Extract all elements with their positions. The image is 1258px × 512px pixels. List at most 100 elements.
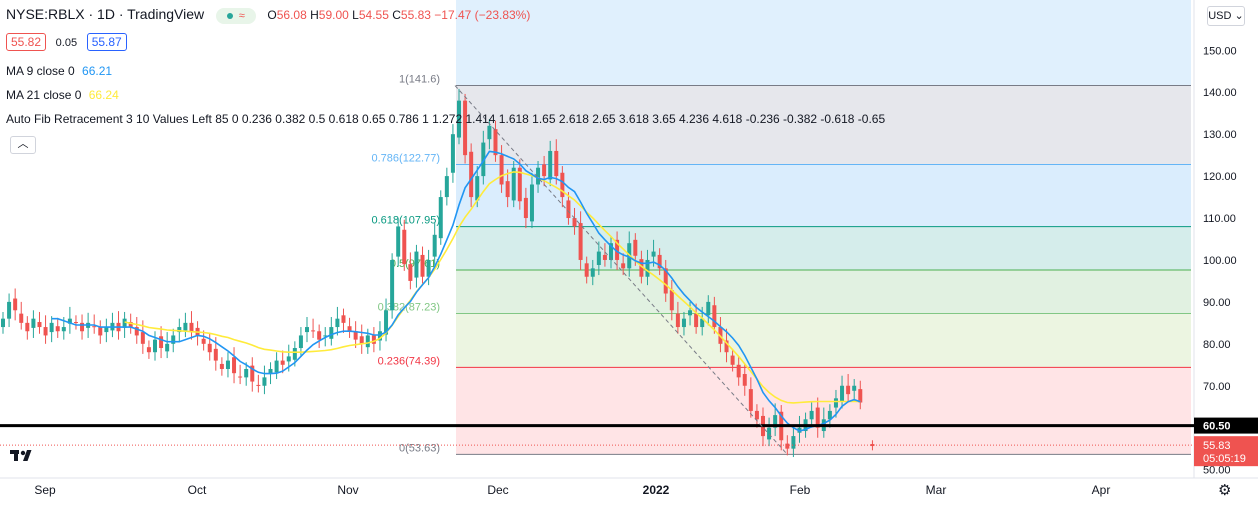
candle-body — [390, 259, 395, 311]
price-tick-label: 150.00 — [1203, 45, 1237, 57]
candle-body — [444, 176, 449, 198]
candle-body — [748, 389, 753, 411]
candle-body — [602, 254, 607, 260]
fib-label-1: 1(141.6) — [399, 74, 440, 86]
candle-body — [438, 197, 443, 239]
price-tick-label: 110.00 — [1203, 213, 1236, 225]
candle-body — [67, 318, 72, 324]
candle-body — [159, 336, 164, 349]
candle-body — [104, 327, 109, 333]
currency-dropdown[interactable]: USD ⌄ — [1207, 6, 1245, 26]
indicator-ma21[interactable]: MA 21 close 0 66.24 — [6, 88, 119, 102]
candle-body — [128, 322, 133, 328]
candle-body — [256, 384, 261, 386]
candle-body — [596, 251, 601, 265]
candle-body — [663, 268, 668, 294]
candle-body — [225, 360, 230, 369]
candle-body — [153, 339, 157, 353]
chevron-up-icon[interactable]: ︿ — [10, 136, 36, 154]
candle-body — [481, 142, 486, 177]
fib-label-0.618: 0.618(107.95) — [372, 215, 441, 227]
time-tick-label: Oct — [188, 483, 207, 497]
time-axis: Sep Oct Nov Dec 2022 Feb Mar Apr — [0, 477, 1258, 497]
ma9-label: MA 9 close 0 — [6, 64, 75, 78]
symbol-title[interactable]: NYSE:RBLX · 1D · TradingView — [6, 6, 205, 22]
time-tick-label: Feb — [790, 483, 811, 497]
hline-price-label: 60.50 — [1203, 421, 1231, 433]
low-value: 54.55 — [358, 8, 389, 22]
candle-body — [633, 239, 638, 256]
price-tick-label: 120.00 — [1203, 171, 1237, 183]
candle-body — [377, 331, 382, 341]
candle-body — [371, 335, 376, 344]
price-tick-label: 100.00 — [1203, 255, 1237, 267]
moving-averages — [51, 150, 861, 432]
candle-body — [584, 263, 589, 277]
candle-body — [639, 259, 644, 277]
candle-body — [493, 129, 498, 156]
candle-body — [213, 348, 218, 361]
candle-body — [505, 181, 510, 198]
candle-body — [499, 155, 504, 185]
candle-body — [827, 410, 832, 420]
candle-body — [268, 368, 273, 375]
price-tick-label: 130.00 — [1203, 129, 1237, 141]
sell-button[interactable]: 55.82 — [6, 33, 47, 51]
candle-body — [529, 184, 534, 222]
candle-body — [384, 310, 389, 335]
time-tick-label: Sep — [34, 483, 56, 497]
candle-body — [55, 326, 60, 332]
candle-body — [754, 410, 759, 420]
price-tick-label: 140.00 — [1203, 87, 1237, 99]
candle-body — [548, 150, 553, 180]
candle-body — [165, 343, 170, 352]
gear-icon[interactable]: ⚙ — [1218, 482, 1232, 499]
candle-body — [724, 340, 729, 353]
candle-body — [414, 251, 419, 278]
fib-label-0.236: 0.236(74.39) — [378, 355, 440, 367]
tradingview-logo-icon[interactable] — [10, 446, 36, 469]
fib-zone-1 — [456, 164, 1191, 227]
high-value: 59.00 — [318, 8, 349, 22]
candle-body — [177, 327, 182, 333]
candle-body — [566, 200, 571, 219]
candle-body — [292, 348, 297, 360]
market-status-badge[interactable]: ≈ — [215, 7, 256, 24]
fib-label-0.786: 0.786(122.77) — [372, 152, 441, 164]
candle-body — [712, 305, 717, 328]
candle-body — [542, 164, 547, 177]
candle-body — [809, 410, 814, 420]
fib-zones — [456, 0, 1191, 455]
candle-body — [396, 226, 401, 257]
candle-body — [536, 167, 541, 185]
price-tick-label: 90.00 — [1203, 297, 1231, 309]
open-value: 56.08 — [276, 8, 307, 22]
candle-body — [347, 326, 352, 332]
hline-price-tag — [1194, 417, 1258, 434]
candle-body — [432, 234, 437, 257]
indicator-ma9[interactable]: MA 9 close 0 66.21 — [6, 64, 112, 78]
wave-icon: ≈ — [238, 9, 245, 22]
candle-body — [244, 368, 249, 378]
candle-body — [590, 268, 595, 277]
candle-body — [657, 254, 662, 269]
buy-button[interactable]: 55.87 — [86, 33, 127, 51]
legend-collapse[interactable]: ︿ — [10, 135, 36, 154]
candle-body — [183, 322, 188, 331]
candle-body — [274, 360, 279, 373]
candle-body — [517, 167, 522, 202]
ma21-value: 66.24 — [88, 88, 119, 102]
candle-body — [92, 326, 97, 328]
indicator-autofib[interactable]: Auto Fib Retracement 3 10 Values Left 85… — [6, 112, 885, 126]
candle-body — [61, 327, 66, 332]
candle-body — [846, 385, 851, 395]
candle-body — [335, 318, 340, 328]
candle-body — [280, 360, 285, 365]
last-price-tag — [1194, 436, 1258, 467]
candle-body — [615, 239, 620, 260]
candle-body — [122, 318, 127, 328]
fib-lines: 1(141.6)0.786(122.77)0.618(107.95)0.5(97… — [372, 74, 1191, 455]
candle-body — [25, 322, 30, 332]
